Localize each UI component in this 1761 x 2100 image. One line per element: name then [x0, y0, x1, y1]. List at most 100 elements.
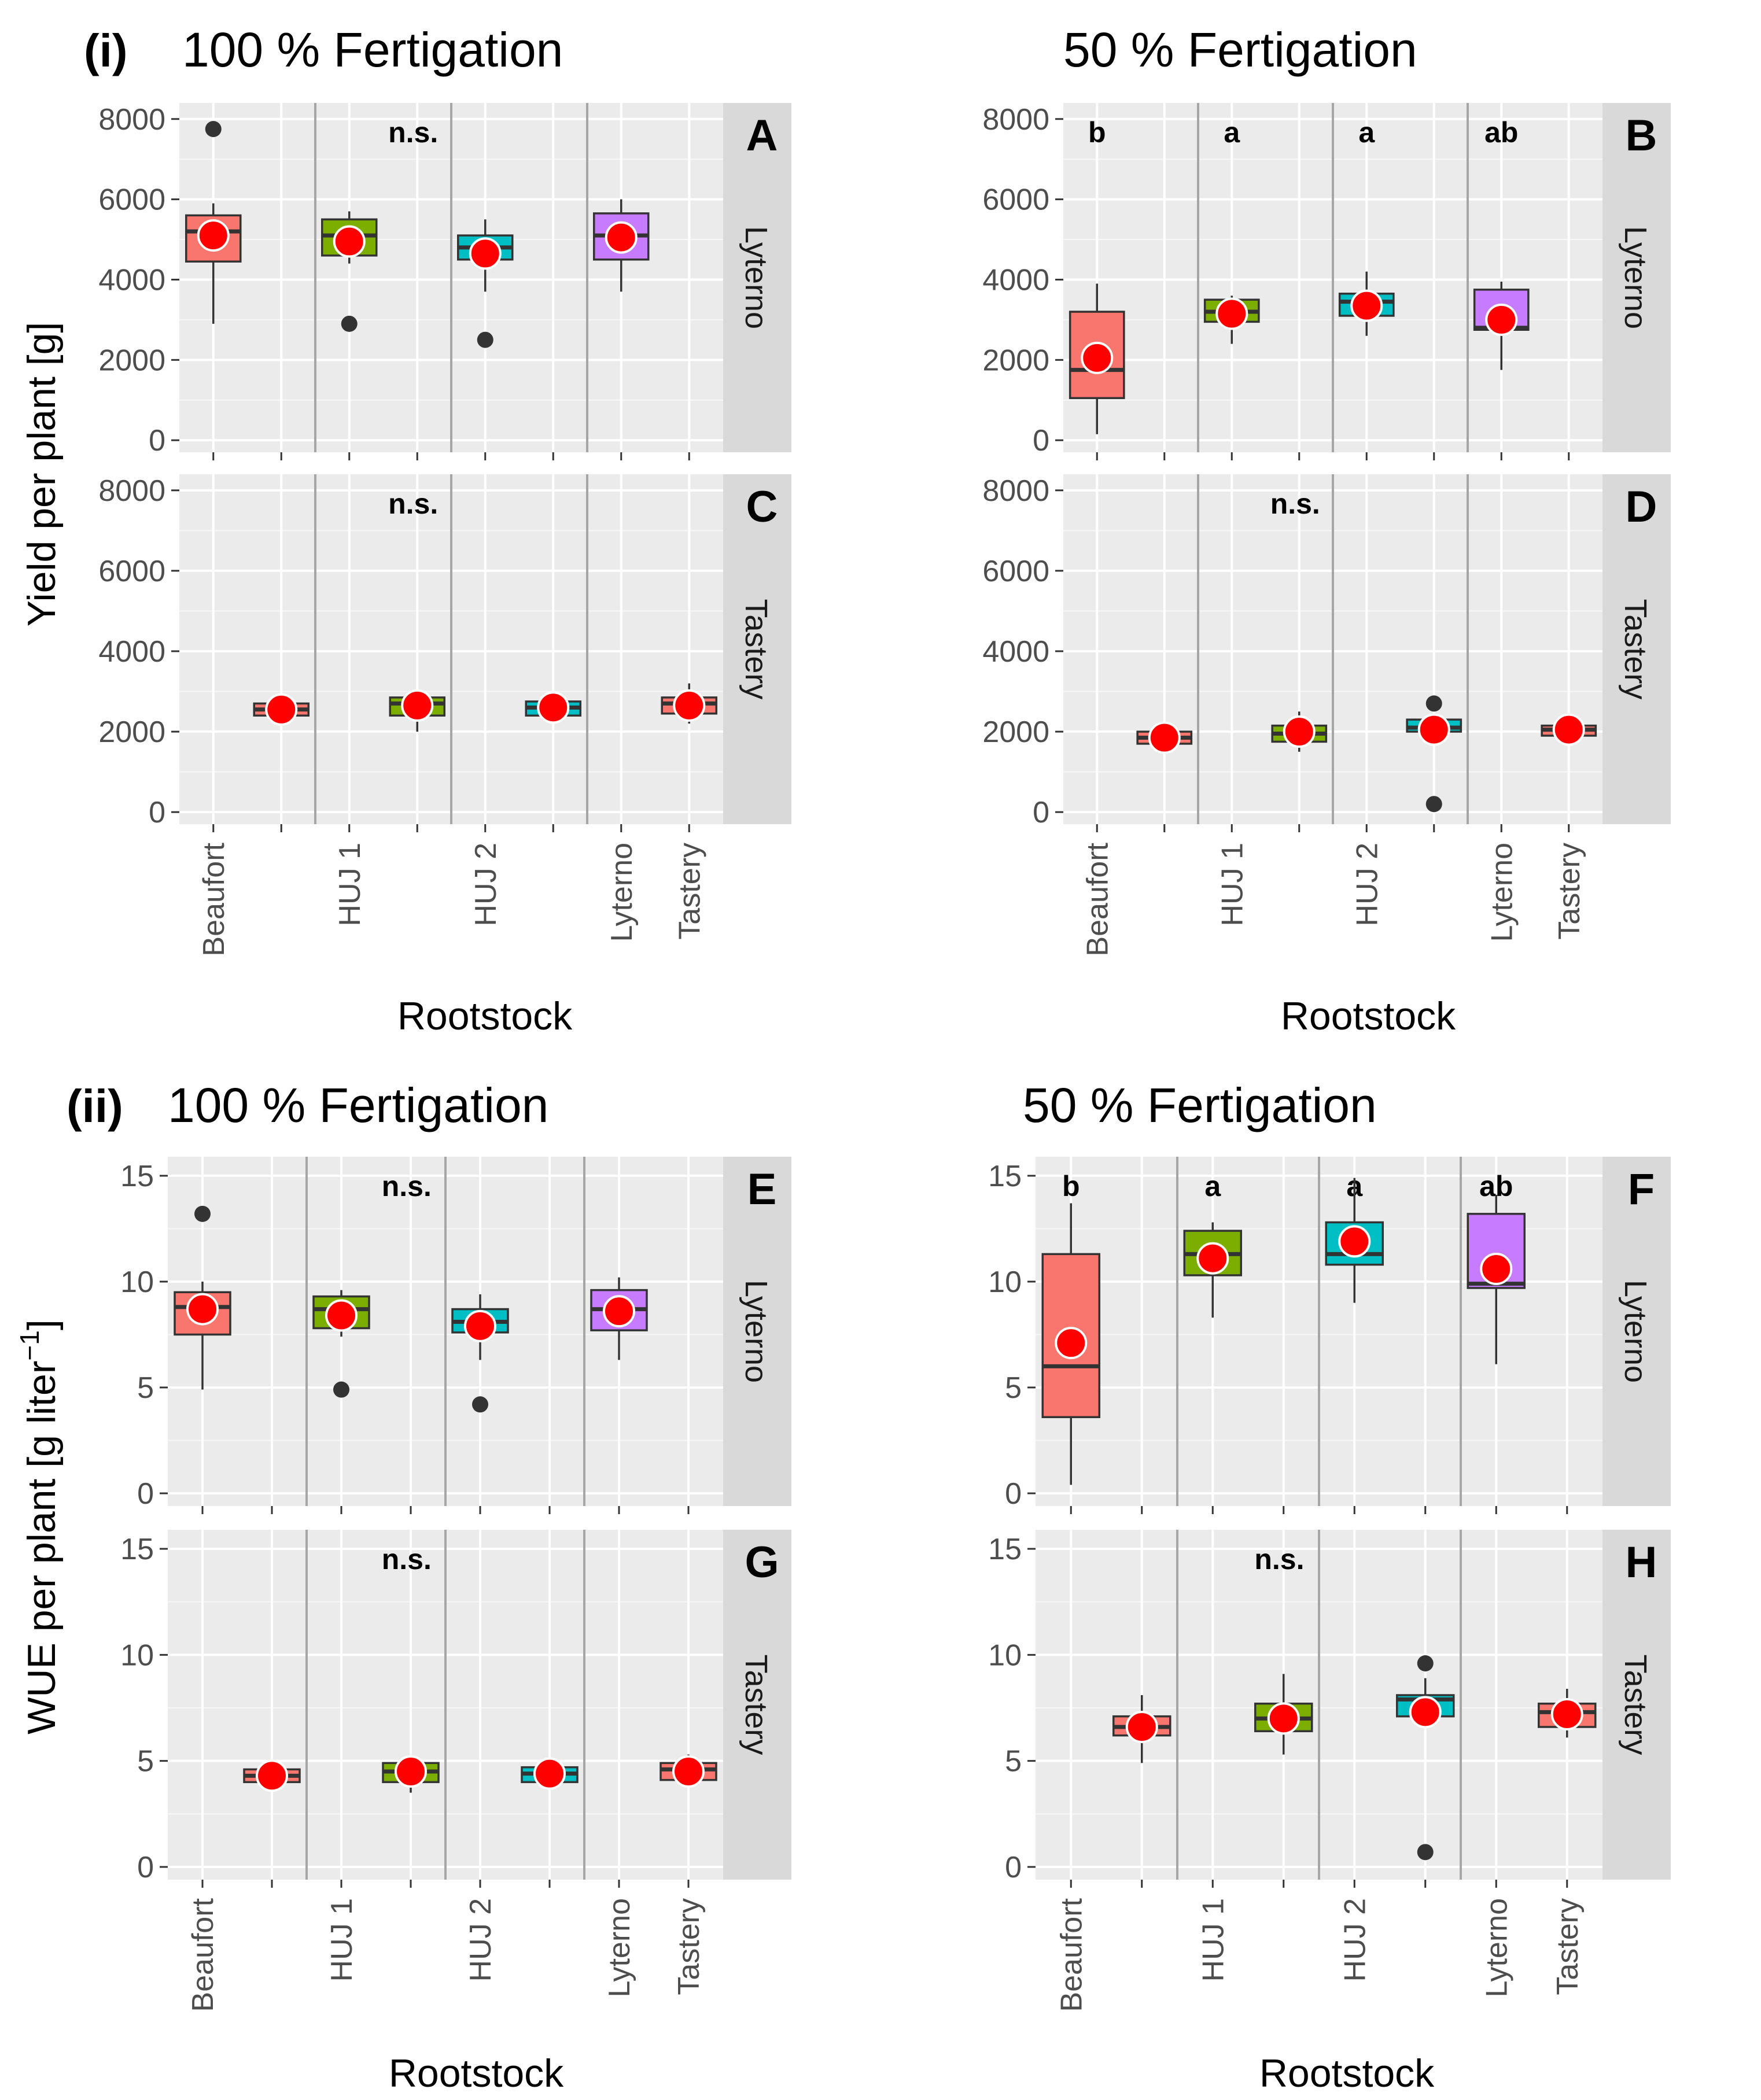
panel-d-box-beaufort — [1136, 721, 1193, 754]
mean-point — [533, 1757, 566, 1790]
panel-c-box-beaufort — [253, 693, 310, 726]
panel-h-xtick-label: HUJ 2 — [1338, 1898, 1372, 1981]
panel-c-ytick-label: 2000 — [98, 715, 165, 749]
panel-c: 0 2000 4000 6000 8000 Beaufort HUJ 1 HUJ 2 Lyter… — [98, 474, 791, 957]
panel-a-strip-label: Lyterno — [739, 226, 773, 329]
panel-a-ytick-label: 2000 — [98, 344, 165, 377]
panel-g-strip-label: Tastery — [739, 1654, 773, 1755]
panel-g-box-huj-1 — [382, 1755, 440, 1793]
panel-b-box-lyterno — [1473, 281, 1530, 370]
panel-a-ytick-label: 6000 — [98, 183, 165, 217]
outlier-point — [333, 1381, 349, 1398]
col-title-i-50: 50 % Fertigation — [1063, 23, 1417, 77]
mean-point — [1338, 1225, 1371, 1258]
mean-point — [605, 221, 638, 254]
outlier-point — [472, 1396, 488, 1413]
panel-f-box-lyterno — [1467, 1194, 1526, 1364]
panel-b-ytick-label: 0 — [1033, 424, 1049, 457]
mean-point — [1283, 715, 1316, 748]
mean-point — [1148, 721, 1181, 754]
panel-d-xtick-label: Tastery — [1553, 843, 1586, 940]
panel-g-ytick-label: 0 — [137, 1851, 154, 1884]
mean-point — [333, 225, 366, 258]
panel-a-box-huj-2 — [457, 219, 514, 348]
panel-e-box-lyterno — [590, 1277, 648, 1360]
panel-h: 0 5 10 15 Beaufort HUJ 1 HUJ 2 Lyterno Tastery Ta… — [988, 1530, 1671, 2012]
panel-c-ytick-label: 8000 — [98, 474, 165, 508]
panel-h-xtick-label: HUJ 1 — [1196, 1898, 1230, 1981]
wue-ylabel-sup: −1 — [14, 1330, 45, 1360]
mean-point — [1550, 1698, 1583, 1730]
panel-h-xtick-label: Beaufort — [1055, 1898, 1088, 2012]
panel-c-letter: C — [746, 482, 778, 532]
panel-d-xtick-label: HUJ 1 — [1215, 843, 1249, 926]
panel-a-ytick-label: 4000 — [98, 263, 165, 297]
panel-f-group-letter: a — [1204, 1170, 1221, 1202]
outlier-point — [194, 1205, 211, 1222]
panel-d-ytick-label: 0 — [1033, 796, 1049, 829]
outlier-point — [205, 121, 222, 138]
panel-a: 0 2000 4000 6000 8000 Lyterno An.s. — [98, 103, 791, 460]
panel-a-letter: A — [746, 111, 778, 160]
panel-f-box-huj-2 — [1325, 1178, 1384, 1303]
mean-point — [186, 1293, 219, 1326]
outlier-point — [1417, 1844, 1434, 1861]
panel-f-strip-label: Lyterno — [1618, 1280, 1653, 1383]
panel-d-box-huj-2 — [1406, 695, 1462, 813]
panel-h-ytick-label: 10 — [988, 1638, 1022, 1672]
mean-point — [325, 1299, 358, 1332]
panel-a-ytick-label: 0 — [149, 424, 165, 457]
col-title-ii-100: 100 % Fertigation — [168, 1078, 548, 1132]
panel-f-letter: F — [1628, 1165, 1655, 1214]
panel-d: 0 2000 4000 6000 8000 Beaufort HUJ 1 HUJ 2 Lyter… — [982, 474, 1671, 957]
panel-g-sig-label: n.s. — [382, 1543, 432, 1575]
panel-e-ytick-label: 10 — [120, 1265, 154, 1299]
panel-d-letter: D — [1626, 482, 1657, 532]
panel-c-ytick-label: 0 — [149, 796, 165, 829]
panel-c-box-huj-2 — [525, 691, 581, 724]
panel-h-ytick-label: 15 — [988, 1533, 1022, 1566]
panel-a-ytick-label: 8000 — [98, 103, 165, 136]
wue-ylabel: WUE per plant [g liter−1] — [14, 1319, 64, 1734]
section-ii-label: (ii) — [67, 1080, 123, 1132]
mean-point — [197, 219, 230, 252]
panel-f-ytick-label: 15 — [988, 1160, 1022, 1193]
mean-point — [1417, 713, 1450, 746]
panel-h-box-tastery — [1538, 1689, 1597, 1738]
panel-f-box-beaufort — [1041, 1203, 1100, 1485]
panel-c-box-tastery — [661, 683, 717, 724]
panel-d-ytick-label: 8000 — [982, 474, 1049, 508]
panel-f-group-letter: b — [1062, 1170, 1080, 1202]
panel-e-box-beaufort — [174, 1205, 231, 1390]
panel-g-box-huj-2 — [521, 1757, 579, 1790]
panel-a-box-beaufort — [185, 121, 242, 324]
panels-layer: 0 2000 4000 6000 8000 Lyterno An.s. 0 2000 4000 60… — [98, 103, 1671, 2012]
panel-h-box-huj-1 — [1254, 1674, 1313, 1755]
panel-d-xtick-label: Beaufort — [1081, 842, 1114, 956]
panel-g-xtick-label: HUJ 1 — [325, 1898, 359, 1981]
panel-a-box-huj-1 — [321, 211, 378, 332]
wue-ylabel-end: ] — [20, 1319, 64, 1330]
panel-f-ytick-label: 10 — [988, 1265, 1022, 1299]
panel-b-ytick-label: 6000 — [982, 183, 1049, 217]
outlier-point — [477, 331, 493, 348]
panel-b-strip-label: Lyterno — [1618, 226, 1653, 329]
mean-point — [1125, 1711, 1158, 1743]
panel-d-strip-label: Tastery — [1618, 599, 1653, 699]
panel-f-box-huj-1 — [1183, 1222, 1242, 1318]
panel-g-xtick-label: Lyterno — [603, 1898, 636, 1998]
mean-point — [603, 1295, 635, 1328]
panel-b-group-letter: b — [1088, 116, 1106, 149]
panel-b-box-huj-2 — [1338, 271, 1395, 336]
panel-g-letter: G — [745, 1538, 779, 1587]
mean-point — [1552, 713, 1585, 746]
panel-c-xtick-label: Lyterno — [605, 843, 639, 942]
section-i-label: (i) — [84, 25, 128, 76]
panel-e-sig-label: n.s. — [382, 1170, 432, 1202]
panel-h-box-beaufort — [1112, 1695, 1171, 1763]
xlabel-i-right: Rootstock — [1281, 994, 1456, 1038]
mean-point — [1081, 341, 1114, 374]
panel-c-xtick-label: HUJ 1 — [333, 843, 367, 926]
mean-point — [256, 1759, 288, 1792]
